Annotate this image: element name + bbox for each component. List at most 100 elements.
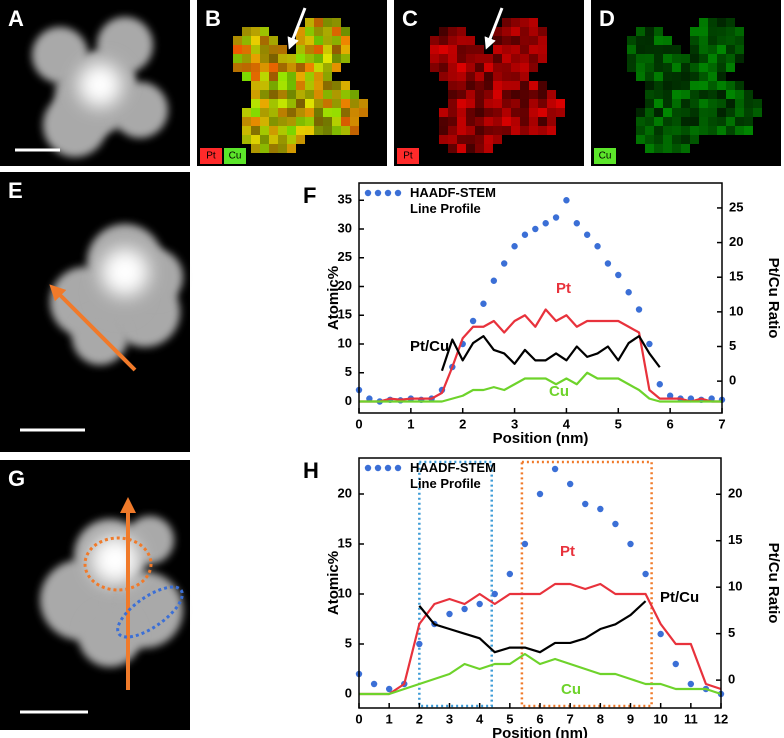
map-pixel xyxy=(708,99,717,108)
map-pixel xyxy=(708,27,717,36)
map-pixel xyxy=(484,135,493,144)
map-pixel xyxy=(645,135,654,144)
map-pixel xyxy=(547,108,556,117)
map-pixel xyxy=(260,54,269,63)
map-pixel xyxy=(744,108,753,117)
map-pixel xyxy=(233,45,242,54)
data-point xyxy=(551,465,559,473)
map-pixel xyxy=(538,81,547,90)
map-pixel xyxy=(511,99,520,108)
map-pixel xyxy=(681,144,690,153)
map-pixel xyxy=(484,54,493,63)
map-pixel xyxy=(341,117,350,126)
map-pixel xyxy=(511,18,520,27)
map-pixel xyxy=(323,81,332,90)
map-pixel xyxy=(448,108,457,117)
map-pixel xyxy=(296,36,305,45)
map-pixel xyxy=(672,72,681,81)
map-pixel xyxy=(502,36,511,45)
map-pixel xyxy=(493,90,502,99)
panel-label: C xyxy=(402,6,418,31)
map-pixel xyxy=(448,54,457,63)
image-panel: A xyxy=(0,0,190,166)
data-point xyxy=(542,220,549,227)
x-tick-label: 5 xyxy=(506,711,513,726)
map-pixel xyxy=(699,126,708,135)
data-point xyxy=(552,214,560,221)
y2-tick-label: 5 xyxy=(728,625,735,640)
map-pixel xyxy=(251,144,260,153)
map-pixel xyxy=(708,18,717,27)
map-pixel xyxy=(475,126,484,135)
map-pixel xyxy=(466,126,475,135)
x-tick-label: 1 xyxy=(407,416,414,431)
map-pixel xyxy=(708,117,717,126)
map-pixel xyxy=(475,72,484,81)
map-pixel xyxy=(708,63,717,72)
map-pixel xyxy=(323,99,332,108)
map-pixel xyxy=(296,72,305,81)
map-pixel xyxy=(332,36,341,45)
map-pixel xyxy=(251,27,260,36)
y-axis-label: Atomic% xyxy=(325,266,342,330)
map-pixel xyxy=(744,117,753,126)
data-point xyxy=(672,660,679,668)
map-pixel xyxy=(511,81,520,90)
map-pixel xyxy=(466,90,475,99)
map-pixel xyxy=(654,54,663,63)
map-pixel xyxy=(726,18,735,27)
map-pixel xyxy=(350,90,359,99)
map-pixel xyxy=(448,117,457,126)
map-pixel xyxy=(502,27,511,36)
map-pixel xyxy=(726,54,735,63)
map-pixel xyxy=(744,90,753,99)
data-point xyxy=(501,260,508,267)
map-pixel xyxy=(341,45,350,54)
map-pixel xyxy=(681,135,690,144)
map-pixel xyxy=(359,108,368,117)
region-ring xyxy=(116,585,184,639)
map-pixel xyxy=(636,108,645,117)
data-point xyxy=(635,306,643,313)
map-pixel xyxy=(296,126,305,135)
map-pixel xyxy=(726,99,735,108)
map-pixel xyxy=(278,126,287,135)
map-pixel xyxy=(305,81,314,90)
map-pixel xyxy=(448,99,457,108)
map-pixel xyxy=(538,126,547,135)
map-pixel xyxy=(538,90,547,99)
map-pixel xyxy=(717,126,726,135)
plot-frame xyxy=(358,182,723,414)
map-pixel xyxy=(690,108,699,117)
map-pixel xyxy=(529,54,538,63)
map-pixel xyxy=(645,63,654,72)
map-pixel xyxy=(663,72,672,81)
map-pixel xyxy=(439,135,448,144)
map-pixel xyxy=(654,126,663,135)
map-pixel xyxy=(529,90,538,99)
map-pixel xyxy=(269,144,278,153)
map-pixel xyxy=(654,45,663,54)
panel-label: H xyxy=(303,458,319,483)
map-pixel xyxy=(269,63,278,72)
y-tick-label: 15 xyxy=(338,535,352,550)
x-tick-label: 1 xyxy=(386,711,393,726)
map-pixel xyxy=(457,90,466,99)
map-pixel xyxy=(636,54,645,63)
data-point xyxy=(573,220,580,227)
x-tick-label: 7 xyxy=(718,416,725,431)
map-pixel xyxy=(735,27,744,36)
map-pixel xyxy=(636,135,645,144)
map-pixel xyxy=(457,126,466,135)
map-pixel xyxy=(287,81,296,90)
map-pixel xyxy=(332,108,341,117)
map-pixel xyxy=(260,126,269,135)
data-point xyxy=(446,610,453,618)
map-pixel xyxy=(627,54,636,63)
y-tick-label: 15 xyxy=(338,307,352,322)
map-pixel xyxy=(314,54,323,63)
panel-label: B xyxy=(205,6,221,31)
x-tick-label: 10 xyxy=(653,711,667,726)
map-pixel xyxy=(735,36,744,45)
series-label: Pt/Cu xyxy=(660,589,699,606)
